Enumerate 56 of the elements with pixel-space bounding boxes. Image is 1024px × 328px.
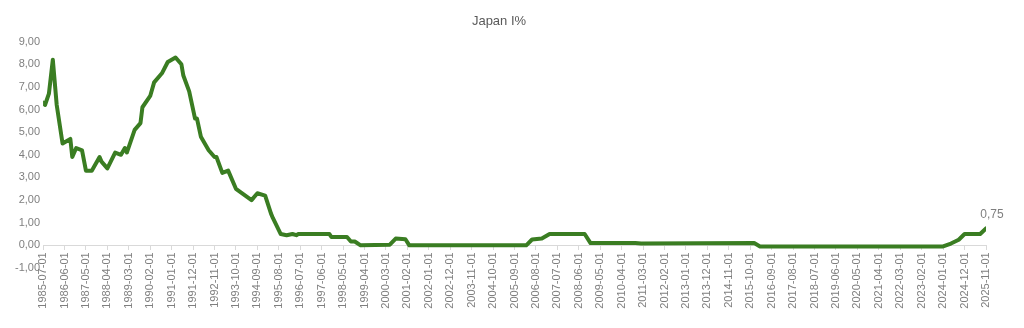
- x-tick-label: 1990-02-01: [143, 252, 156, 309]
- y-tick-label: 8,00: [18, 57, 41, 70]
- x-tick-label: 2024-01-01: [936, 252, 949, 309]
- x-tick-label: 2013-01-01: [679, 252, 692, 309]
- x-tick-label: 1994-09-01: [250, 252, 263, 309]
- x-tick-label: 2005-09-01: [507, 252, 520, 309]
- y-tick-label: 6,00: [18, 102, 41, 115]
- x-tick-label: 2012-02-01: [657, 252, 670, 309]
- x-tick-label: 1991-12-01: [186, 252, 199, 309]
- x-tick-label: 2008-06-01: [571, 252, 584, 309]
- x-tick-label: 1991-01-01: [164, 252, 177, 309]
- x-tick-label: 2001-02-01: [400, 252, 413, 309]
- x-tick-label: 2007-07-01: [550, 252, 563, 309]
- x-tick-label: 2021-04-01: [871, 252, 884, 309]
- x-tick-label: 2015-10-01: [743, 252, 756, 309]
- x-tick-label: 2024-12-01: [957, 252, 970, 309]
- x-tick-label: 2011-03-01: [636, 252, 649, 308]
- x-tick-label: 1998-05-01: [336, 252, 349, 309]
- x-tick-label: 2023-02-01: [914, 252, 927, 309]
- y-tick-label: 9,00: [18, 34, 41, 47]
- y-tick-label: 4,00: [18, 147, 41, 160]
- x-tick-label: 2002-12-01: [443, 252, 456, 309]
- x-tick-label: 1993-10-01: [228, 252, 241, 309]
- x-tick-label: 1992-11-01: [207, 252, 220, 308]
- x-tick-label: 2002-01-01: [421, 252, 434, 309]
- x-tick-label: 2004-10-01: [486, 252, 499, 309]
- y-tick-label: 5,00: [18, 125, 41, 138]
- x-tick-label: 2016-09-01: [764, 252, 777, 309]
- x-tick-label: 2018-07-01: [807, 252, 820, 309]
- x-tick-label: 2014-11-01: [721, 252, 734, 308]
- x-tick-label: 1989-03-01: [121, 252, 134, 309]
- y-tick-label: 2,00: [18, 193, 41, 206]
- annotation: 0,75: [980, 206, 1004, 221]
- x-tick-label: 2019-06-01: [829, 252, 842, 309]
- chart-title: Japan I%: [471, 13, 527, 29]
- y-tick-label: 3,00: [18, 170, 41, 183]
- x-tick-label: 2009-05-01: [593, 252, 606, 309]
- x-tick-label: 1996-07-01: [293, 252, 306, 309]
- x-tick-label: 2020-05-01: [850, 252, 863, 309]
- x-tick-label: 1999-04-01: [357, 252, 370, 309]
- x-tick-label: 1988-04-01: [100, 252, 113, 309]
- x-tick-label: 2022-03-01: [893, 252, 906, 309]
- x-tick-label: 2025-11-01: [979, 252, 992, 308]
- y-tick-label: 7,00: [18, 79, 41, 92]
- x-tick-label: 2017-08-01: [786, 252, 799, 309]
- x-tick-label: 2013-12-01: [700, 252, 713, 309]
- x-tick-label: 1987-05-01: [78, 252, 91, 309]
- x-tick-label: 2000-03-01: [378, 252, 391, 309]
- y-tick-label: 1,00: [18, 215, 41, 228]
- x-tick-label: 1986-06-01: [57, 252, 70, 309]
- y-tick-label: 0,00: [18, 238, 41, 251]
- x-tick-label: 2010-04-01: [614, 252, 627, 309]
- x-tick-label: 1997-06-01: [314, 252, 327, 309]
- x-tick-label: 2006-08-01: [529, 252, 541, 309]
- x-tick-label: 2003-11-01: [464, 252, 477, 308]
- x-tick-label: 1995-08-01: [271, 252, 284, 309]
